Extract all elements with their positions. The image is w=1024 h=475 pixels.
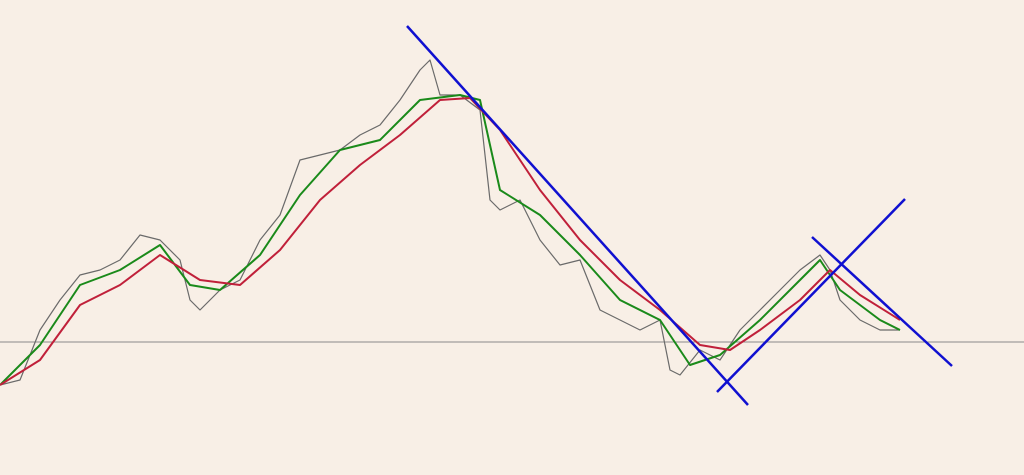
trend-line <box>716 198 906 393</box>
series-line <box>0 94 901 386</box>
series-line <box>0 97 901 386</box>
trend-line <box>406 25 749 406</box>
trend-line <box>811 236 953 367</box>
plot-area <box>0 59 901 386</box>
